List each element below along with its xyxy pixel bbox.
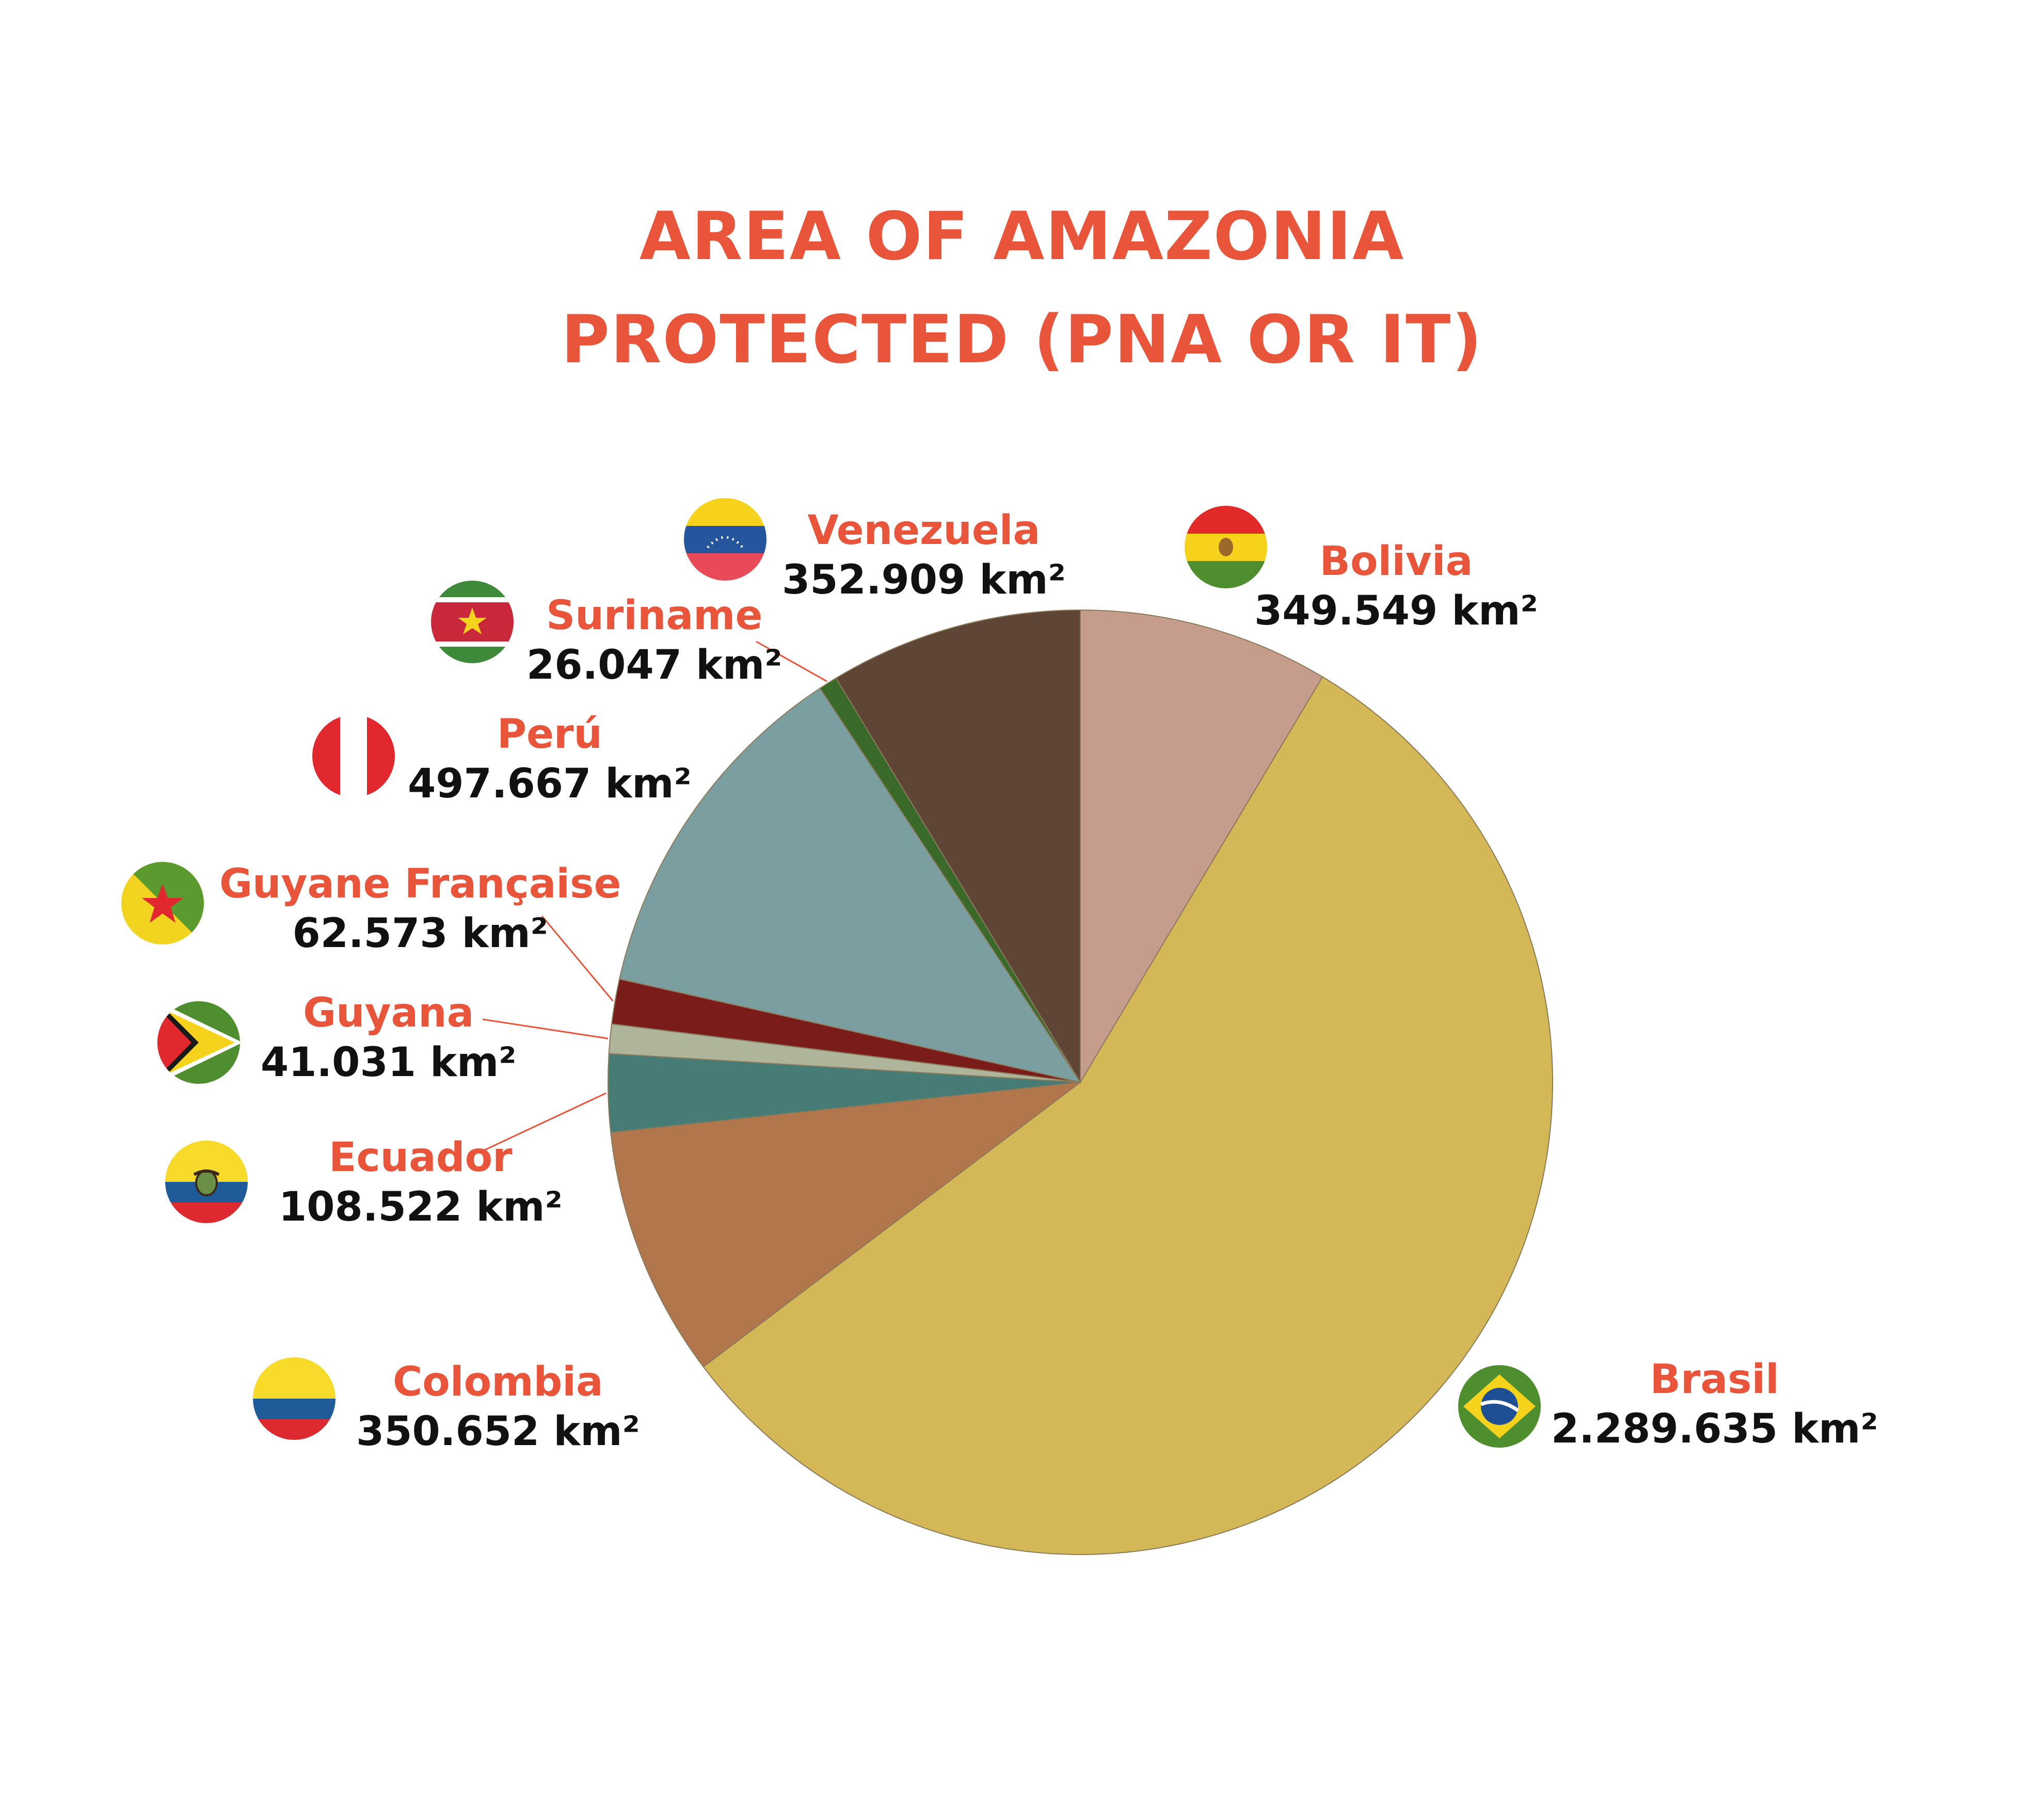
pie-slices	[608, 609, 1553, 1555]
venezuela-flag-icon	[684, 498, 766, 581]
label-colombia: Colombia 350.652 km²	[356, 1357, 640, 1456]
slice-name-peru: Perú	[497, 711, 602, 758]
guyana-flag-icon	[157, 1001, 240, 1084]
slice-value-peru: 497.667 km²	[408, 761, 692, 807]
label-guyane-francaise: Guyane Française 62.573 km²	[219, 859, 621, 958]
chart-title-line-1: AREA OF AMAZONIA	[639, 198, 1405, 275]
slice-name-suriname: Suriname	[546, 592, 763, 639]
pie-slice-colombia	[610, 1081, 1082, 1368]
chart-title-line-2: PROTECTED (PNA OR IT)	[561, 301, 1483, 378]
pie-slice-venezuela	[835, 609, 1081, 1084]
leader-lines	[482, 640, 827, 1152]
slice-value-suriname: 26.047 km²	[526, 642, 783, 688]
bolivia-flag-icon	[1185, 506, 1267, 588]
pie-slice-brasil	[702, 676, 1553, 1555]
slice-name-venezuela: Venezuela	[807, 507, 1041, 554]
slice-value-colombia: 350.652 km²	[356, 1408, 640, 1455]
label-bolivia: Bolivia 349.549 km²	[1254, 537, 1538, 636]
slice-value-ecuador: 108.522 km²	[279, 1184, 563, 1230]
label-suriname: Suriname 26.047 km²	[526, 591, 782, 690]
slice-name-guyana: Guyana	[303, 990, 474, 1036]
peru-flag-icon	[312, 715, 395, 797]
leader-line-suriname	[756, 640, 827, 682]
slice-name-brasil: Brasil	[1650, 1356, 1780, 1403]
slice-value-guyane-francaise: 62.573 km²	[292, 910, 548, 957]
slice-name-bolivia: Bolivia	[1319, 538, 1473, 585]
label-ecuador: Ecuador 108.522 km²	[279, 1133, 563, 1232]
pie-slice-per	[618, 687, 1082, 1083]
label-guyana: Guyana 41.031 km²	[261, 988, 516, 1087]
slice-name-colombia: Colombia	[393, 1359, 603, 1405]
slice-value-brasil: 2.289.635 km²	[1551, 1406, 1878, 1452]
pie-slice-bolivia	[1080, 609, 1323, 1084]
brazil-flag-icon	[1458, 1365, 1541, 1448]
label-brasil: Brasil 2.289.635 km²	[1551, 1355, 1878, 1454]
leader-line-guyana	[482, 1018, 609, 1039]
leader-line-ecuador	[482, 1092, 606, 1152]
slice-name-guyane-francaise: Guyane Française	[219, 861, 621, 907]
label-peru: Perú 497.667 km²	[408, 710, 692, 809]
french-guiana-flag-icon	[121, 862, 204, 944]
colombia-flag-icon	[253, 1357, 336, 1440]
label-venezuela: Venezuela 352.909 km²	[782, 506, 1066, 605]
slice-value-venezuela: 352.909 km²	[782, 557, 1066, 603]
slice-value-guyana: 41.031 km²	[261, 1039, 517, 1086]
suriname-flag-icon	[431, 581, 514, 663]
slice-name-ecuador: Ecuador	[329, 1134, 513, 1181]
ecuador-flag-icon	[165, 1141, 248, 1223]
slice-value-bolivia: 349.549 km²	[1254, 588, 1538, 634]
leader-line-guyane-fran-aise	[541, 916, 614, 1002]
